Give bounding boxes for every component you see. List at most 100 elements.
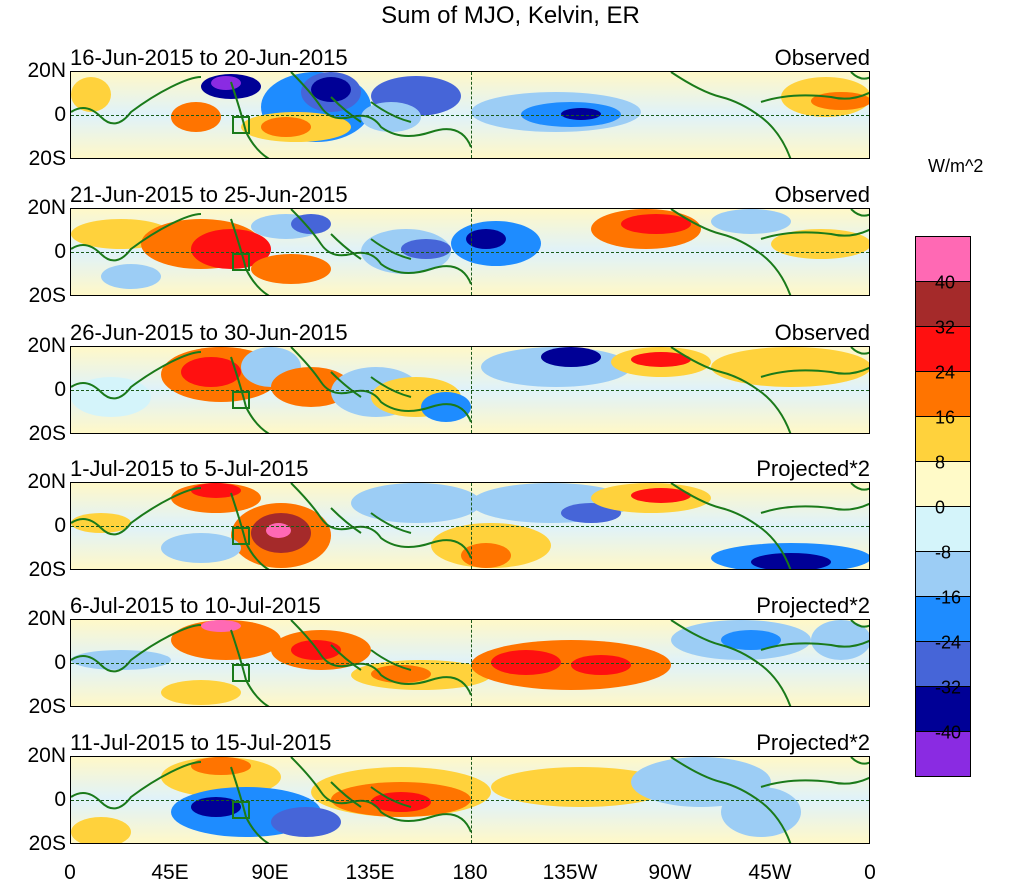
legend-label: 24 (935, 362, 956, 383)
anomaly-region (711, 209, 791, 234)
panel-kind-label: Observed (774, 320, 870, 345)
coastline (71, 76, 202, 125)
coastline (290, 72, 472, 148)
coastline (290, 347, 472, 423)
coastline (290, 209, 472, 285)
longitude-label: 180 (452, 861, 488, 884)
coastline (760, 91, 869, 103)
longitude-label: 0 (864, 861, 876, 884)
panel-kind-label: Observed (774, 182, 870, 207)
anomaly-region (291, 640, 341, 660)
map-panel: 21-Jun-2015 to 25-Jun-2015 Observed 20N 0 20… (27, 182, 870, 307)
anomaly-region (401, 239, 451, 259)
latitude-label: 20N (27, 744, 66, 767)
coastline (330, 96, 412, 123)
reference-box (232, 801, 250, 819)
coastlines (71, 483, 869, 569)
panel-date-range: 1-Jul-2015 to 5-Jul-2015 (70, 456, 309, 481)
latitude-label: 0 (54, 514, 66, 537)
anomaly-map (70, 208, 870, 296)
latitude-label: 20N (27, 59, 66, 82)
coastline (850, 72, 869, 80)
legend-label: 16 (935, 407, 956, 428)
latitude-label: 20S (28, 147, 66, 170)
legend-swatch (915, 281, 971, 327)
panel-date-range: 21-Jun-2015 to 25-Jun-2015 (70, 182, 348, 207)
equator-line (71, 663, 869, 664)
anomaly-region (261, 117, 311, 137)
anomaly-region (191, 797, 241, 817)
coastline (330, 233, 412, 260)
equator-line (71, 252, 869, 253)
anomaly-map (70, 756, 870, 844)
latitude-label: 0 (54, 103, 66, 126)
anomaly-region (631, 488, 691, 503)
legend-label: -40 (935, 722, 962, 743)
latitude-label: 20S (28, 558, 66, 581)
coastline (71, 761, 202, 810)
coastlines (71, 72, 869, 158)
legend-swatch (915, 641, 971, 687)
coastline (670, 347, 792, 433)
anomaly-region (491, 650, 561, 675)
anomaly-region (101, 264, 161, 289)
reference-box (232, 527, 250, 545)
equator-line (71, 800, 869, 801)
legend-label: -32 (935, 677, 962, 698)
anomaly-region (711, 347, 869, 387)
anomaly-region (251, 254, 331, 284)
panel-kind-label: Projected*2 (756, 730, 870, 755)
color-legend (915, 236, 971, 777)
units-label: W/m^2 (928, 156, 984, 176)
latitude-label: 20N (27, 334, 66, 357)
longitude-label: 0 (64, 861, 76, 884)
equator-line (71, 115, 869, 116)
dateline-180 (471, 620, 472, 706)
anomaly-region (191, 757, 251, 775)
anomaly-region (71, 77, 111, 112)
anomaly-region (466, 229, 506, 249)
coastline (760, 228, 869, 240)
coastline (71, 487, 202, 536)
latitude-label: 0 (54, 378, 66, 401)
latitude-label: 20S (28, 422, 66, 445)
latitude-label: 20S (28, 832, 66, 855)
coastline (760, 776, 869, 788)
equator-line (71, 526, 869, 527)
coastline (850, 483, 869, 491)
anomaly-region (721, 787, 801, 837)
coastline (850, 757, 869, 765)
dateline-180 (471, 209, 472, 295)
coastline (850, 620, 869, 628)
coastline (290, 483, 472, 559)
coastline (330, 644, 412, 671)
anomaly-map (70, 346, 870, 434)
map-panel: 1-Jul-2015 to 5-Jul-2015 Projected*2 20N 0 2… (27, 456, 870, 581)
dateline-180 (471, 483, 472, 569)
latitude-label: 20N (27, 607, 66, 630)
map-panel: 11-Jul-2015 to 15-Jul-2015 Projected*2 20N… (27, 730, 870, 855)
coastline (760, 502, 869, 514)
legend-swatch (915, 551, 971, 597)
latitude-label: 0 (54, 651, 66, 674)
map-panel: 6-Jul-2015 to 10-Jul-2015 Projected*2 20N 0… (27, 593, 870, 718)
legend-swatch (915, 461, 971, 507)
anomaly-region (351, 483, 481, 523)
latitude-label: 20S (28, 284, 66, 307)
longitude-label: 90E (251, 861, 289, 884)
panel-date-range: 11-Jul-2015 to 15-Jul-2015 (70, 730, 332, 755)
anomaly-region (631, 352, 691, 367)
coastline (670, 72, 792, 158)
coastline (670, 620, 792, 706)
anomaly-region (571, 655, 631, 675)
legend-swatch (915, 596, 971, 642)
anomaly-map (70, 482, 870, 570)
legend-label: 0 (935, 497, 946, 518)
legend-label: -8 (935, 542, 952, 563)
latitude-label: 20N (27, 470, 66, 493)
coastline (760, 639, 869, 651)
longitude-label: 135W (542, 861, 598, 884)
panel-date-range: 16-Jun-2015 to 20-Jun-2015 (70, 45, 348, 70)
longitude-label: 45E (151, 861, 189, 884)
coastline (290, 620, 472, 696)
